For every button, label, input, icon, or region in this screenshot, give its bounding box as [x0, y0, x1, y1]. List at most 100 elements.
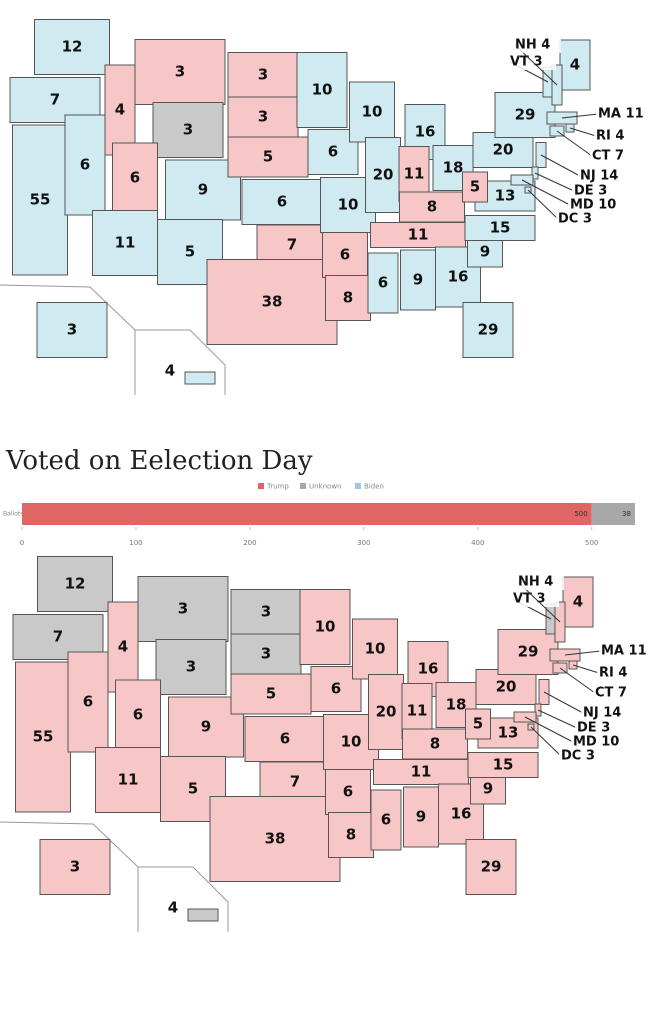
callout-bg [596, 106, 644, 122]
state-votes: 10 [341, 733, 362, 751]
callout-line [556, 130, 593, 157]
state-votes: 4 [118, 638, 128, 656]
state-votes: 20 [496, 678, 517, 696]
callout-bg [511, 591, 559, 607]
state-votes: 5 [266, 685, 276, 703]
state [467, 752, 539, 778]
state-votes: 3 [186, 658, 196, 676]
state [37, 556, 113, 612]
legend-label: Biden [364, 483, 384, 491]
state-votes: 6 [80, 156, 90, 174]
state [462, 171, 488, 203]
callout-bg [581, 705, 629, 721]
state-votes: 15 [490, 219, 511, 237]
state-votes: 5 [185, 243, 195, 261]
state-votes: 3 [70, 858, 80, 876]
state [400, 249, 436, 311]
callout-label: CT 7 [595, 686, 627, 701]
callout-bg [568, 197, 616, 213]
callout-line [569, 127, 597, 137]
state [152, 102, 224, 158]
callout-line [527, 189, 559, 220]
state-votes: 11 [115, 234, 136, 252]
state [494, 92, 556, 138]
state [184, 371, 216, 385]
state [92, 210, 158, 276]
state-votes: 11 [404, 165, 425, 183]
state-votes: 4 [115, 101, 125, 119]
x-tick-label: 500 [585, 539, 598, 547]
callout-label: RI 4 [596, 129, 624, 144]
state-votes: 4 [168, 899, 178, 917]
state-votes: 8 [427, 198, 437, 216]
bar-value-label: 38 [622, 510, 631, 518]
callout-label: NJ 14 [580, 169, 618, 184]
state-votes: 6 [340, 246, 350, 264]
state-votes: 29 [515, 106, 536, 124]
state-votes: 13 [498, 724, 519, 742]
callout-label: RI 4 [599, 666, 627, 681]
callout-line [543, 691, 584, 714]
callout-bg [513, 37, 561, 53]
state [15, 661, 71, 813]
state-votes: 55 [33, 728, 54, 746]
state-votes: 3 [175, 63, 185, 81]
callout-line [559, 667, 596, 694]
x-tick-label: 0 [20, 539, 24, 547]
state-votes: 29 [478, 321, 499, 339]
state [497, 629, 559, 675]
callout-label: NJ 14 [583, 706, 621, 721]
state [399, 191, 465, 223]
state [227, 52, 299, 98]
state-votes: 4 [573, 593, 583, 611]
x-tick-label: 400 [471, 539, 484, 547]
state-votes: 3 [258, 66, 268, 84]
callout-line [530, 726, 562, 757]
state [107, 601, 139, 693]
state-votes: 6 [328, 143, 338, 161]
callout-bg [508, 54, 556, 70]
state-votes: 6 [381, 811, 391, 829]
state [95, 747, 161, 813]
state [465, 839, 517, 895]
x-tick-label: 200 [243, 539, 256, 547]
callout-label: MD 10 [573, 735, 619, 750]
legend-swatch [258, 483, 264, 489]
state-votes: 8 [430, 735, 440, 753]
callout-label: MA 11 [598, 107, 644, 122]
legend-swatch [300, 483, 306, 489]
state [370, 222, 466, 248]
state-votes: 38 [262, 293, 283, 311]
state [227, 136, 309, 178]
state [230, 633, 302, 675]
state [137, 576, 229, 642]
callout-bg [597, 665, 645, 681]
state [475, 669, 537, 705]
state-votes: 6 [331, 680, 341, 698]
state [562, 576, 594, 628]
state-votes: 18 [446, 696, 467, 714]
callout-label: VT 3 [510, 55, 543, 70]
state [155, 639, 227, 695]
callout-bg [571, 734, 619, 750]
state [296, 52, 348, 128]
state [373, 759, 469, 785]
state-votes: 7 [290, 773, 300, 791]
callout-bg [593, 685, 641, 701]
state-votes: 3 [183, 121, 193, 139]
state-votes: 5 [470, 178, 480, 196]
callout-line [537, 709, 578, 729]
callout-line [524, 716, 574, 743]
state [134, 39, 226, 105]
state [325, 275, 371, 321]
state [115, 679, 161, 751]
state [462, 302, 514, 358]
state [464, 215, 536, 241]
chart-title: Voted on Eelection Day [5, 446, 313, 476]
legend-swatch [355, 483, 361, 489]
state-votes: 5 [263, 148, 273, 166]
state [465, 708, 491, 740]
state-votes: 9 [480, 243, 490, 261]
state-votes: 5 [473, 715, 483, 733]
